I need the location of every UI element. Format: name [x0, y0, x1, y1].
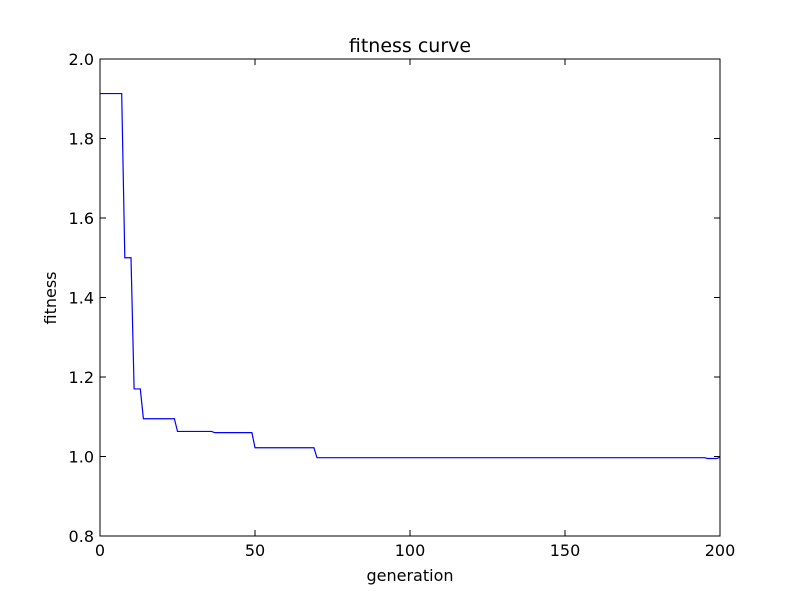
y-tick-label: 1.4 — [69, 289, 94, 308]
x-tick-label: 100 — [395, 541, 426, 560]
x-axis-label: generation — [366, 566, 453, 585]
y-tick-label: 1.2 — [69, 368, 94, 387]
x-tick-label: 50 — [245, 541, 265, 560]
x-tick-label: 200 — [705, 541, 736, 560]
x-tick-label: 150 — [550, 541, 581, 560]
y-tick-label: 1.0 — [69, 448, 94, 467]
y-axis-label: fitness — [41, 271, 60, 324]
line-series — [100, 92, 721, 460]
y-tick-label: 1.8 — [69, 130, 94, 149]
chart-title: fitness curve — [349, 35, 471, 57]
y-tick-label: 1.6 — [69, 209, 94, 228]
y-tick-label: 0.8 — [69, 527, 94, 546]
x-tick-label: 0 — [95, 541, 105, 560]
y-tick-label: 2.0 — [69, 50, 94, 69]
plot-frame — [99, 58, 721, 537]
